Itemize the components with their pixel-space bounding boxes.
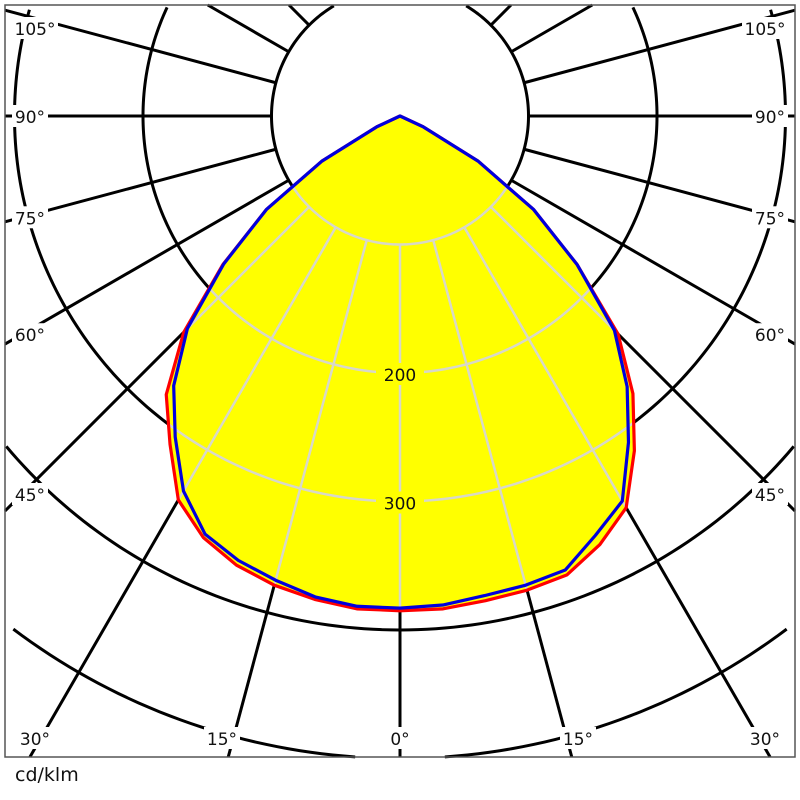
grid-circle-500: [12, 627, 356, 759]
grid-spoke: [510, 178, 796, 346]
angle-label: 30°: [20, 730, 50, 750]
grid-spoke: [206, 3, 290, 54]
angle-label: 45°: [755, 486, 785, 506]
angle-label-bg: [12, 483, 48, 505]
angle-label: 60°: [755, 326, 785, 346]
grid-spoke: [523, 147, 796, 224]
grid-circle-400: [399, 445, 795, 632]
angle-label-bg: [752, 105, 788, 127]
inner-grid-spoke: [227, 239, 368, 611]
radial-label: 200: [384, 366, 416, 386]
inner-grid-circle-500: [445, 629, 787, 757]
grid-spoke: [489, 3, 513, 27]
angle-label: 30°: [750, 730, 780, 750]
angle-label-bg: [204, 727, 240, 749]
angle-label-bg: [752, 206, 788, 229]
series-curve-1: [172, 114, 631, 610]
chart-frame: [4, 4, 796, 758]
angle-label: 75°: [15, 209, 45, 229]
grid-circle-500: [444, 627, 788, 759]
angle-label-bg: [752, 323, 788, 346]
grid-spoke: [287, 3, 311, 27]
inner-grid-spoke: [432, 239, 573, 611]
angle-label: 0°: [390, 730, 409, 750]
angle-label-bg: [560, 727, 596, 749]
angle-label: 105°: [15, 20, 56, 40]
inner-grid-spoke: [166, 205, 311, 512]
angle-label-bg: [12, 17, 58, 39]
angle-label-bg: [17, 727, 53, 749]
angle-label: 45°: [15, 486, 45, 506]
angle-label-bg: [12, 105, 48, 127]
angle-label: 15°: [563, 730, 593, 750]
grid-spoke: [4, 147, 277, 224]
angle-label-bg: [752, 483, 788, 505]
angle-label: 75°: [755, 209, 785, 229]
radial-label-bg: [376, 491, 424, 514]
grid-spoke: [4, 178, 290, 346]
unit-label: cd/klm: [15, 764, 79, 786]
angle-label-bg: [12, 323, 48, 346]
grid-spoke: [510, 3, 594, 54]
angle-label-bg: [387, 727, 413, 749]
inner-grid-circle-300: [399, 116, 635, 503]
angle-label: 90°: [755, 108, 785, 128]
inner-grid-spoke: [463, 226, 635, 611]
inner-grid-spoke: [489, 205, 635, 512]
angle-label: 105°: [745, 20, 786, 40]
angle-label: 15°: [207, 730, 237, 750]
inner-grid-circle-300: [166, 116, 401, 503]
radial-label-bg: [376, 363, 424, 385]
angle-label: 60°: [15, 326, 45, 346]
angle-label: 90°: [15, 108, 45, 128]
angle-label-bg: [12, 206, 48, 229]
angle-label-bg: [742, 17, 788, 39]
radial-label: 300: [384, 495, 416, 515]
inner-grid-circle-500: [13, 629, 355, 757]
angle-label-bg: [747, 727, 783, 749]
grid-circle-400: [5, 445, 401, 632]
